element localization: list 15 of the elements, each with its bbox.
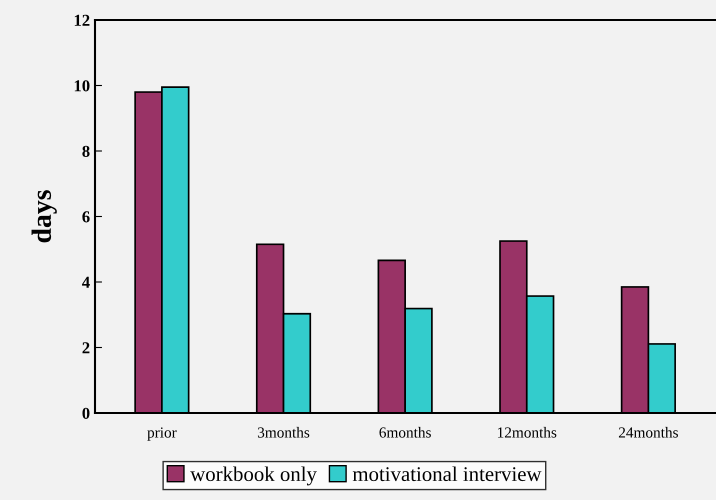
x-tick-label: 6months [379,426,431,438]
y-tick-label: 12 [74,14,90,26]
y-tick-label: 8 [82,146,90,157]
y-tick-label: 2 [82,342,90,354]
x-tick-label: 12months [498,426,556,438]
x-tick-label: 3months [258,426,310,438]
y-axis-title: days [32,190,57,242]
x-tick-label: prior [147,427,177,441]
y-tick-label: 0 [82,408,90,419]
y-tick-label: 4 [82,276,90,288]
y-tick-label: 10 [74,80,90,92]
legend-label: workbook only [190,466,317,486]
legend-label: motivational interview [352,466,542,482]
x-tick-label: 24months [618,426,678,438]
y-tick-label: 6 [82,211,90,222]
